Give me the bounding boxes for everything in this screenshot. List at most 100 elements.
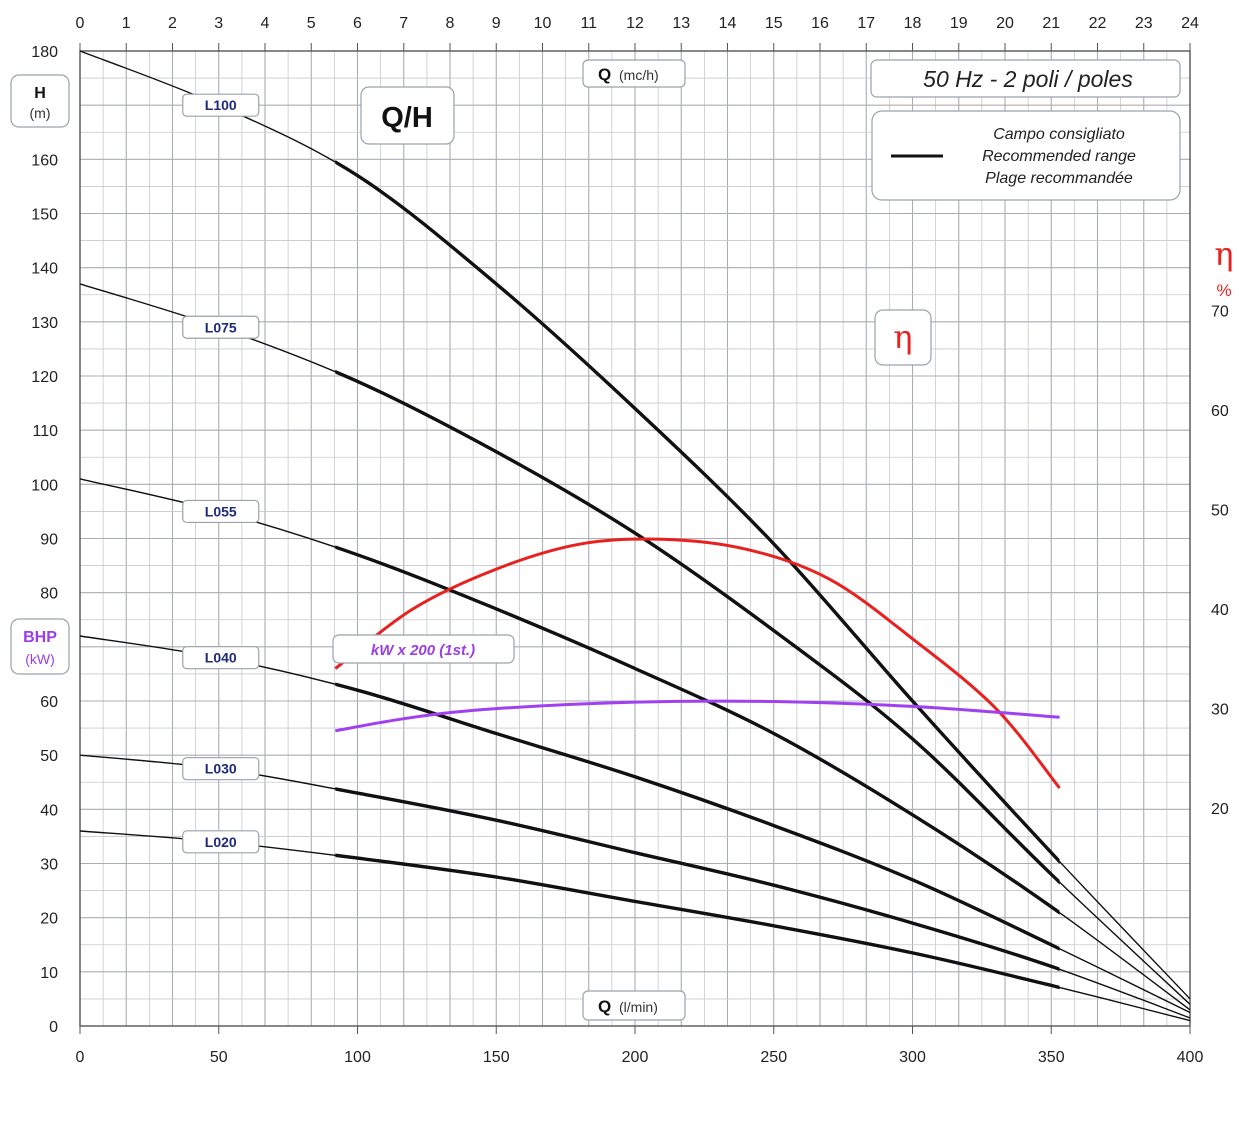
top-tick-label: 6 xyxy=(353,15,362,32)
curve-label-l100: L100 xyxy=(182,93,260,117)
bhp-axis-unit: (kW) xyxy=(25,651,55,667)
curve-labels: L100 L075 L055 L040 L030 L020 xyxy=(182,93,260,854)
bottom-tick-label: 0 xyxy=(76,1049,85,1066)
top-tick-label: 5 xyxy=(307,15,316,32)
curve-label-box xyxy=(182,646,260,670)
top-axis-label: Q xyxy=(598,65,611,84)
legend-line-2: Recommended range xyxy=(982,148,1136,165)
bottom-axis-label-box: Q (l/min) xyxy=(582,990,686,1021)
curve-label-l055: L055 xyxy=(182,499,260,524)
bottom-tick-label: 150 xyxy=(483,1049,510,1066)
right-tick-label: 60 xyxy=(1211,403,1229,420)
top-axis-unit: (mc/h) xyxy=(619,67,659,83)
legend-line-3: Plage recommandée xyxy=(985,170,1133,187)
chart-title-box: Q/H xyxy=(360,86,455,145)
left-tick-label: 80 xyxy=(40,586,58,603)
h-axis-unit: (m) xyxy=(30,105,51,121)
curve-label-text: L040 xyxy=(205,650,237,666)
curve-label-text: L020 xyxy=(205,834,237,850)
curve-l020-recommended xyxy=(335,853,1060,990)
curve-l040-recommended xyxy=(335,682,1060,951)
top-tick-label: 16 xyxy=(811,15,829,32)
top-tick-label: 2 xyxy=(168,15,177,32)
efficiency-curve-group xyxy=(334,537,1061,790)
top-tick-label: 9 xyxy=(492,15,501,32)
top-tick-label: 14 xyxy=(719,15,737,32)
bottom-tick-label: 200 xyxy=(622,1049,649,1066)
left-tick-label: 50 xyxy=(40,748,58,765)
curve-l100-recommended xyxy=(335,160,1060,865)
curve-label-box xyxy=(182,499,260,524)
top-tick-label: 20 xyxy=(996,15,1014,32)
curve-label-l075: L075 xyxy=(182,315,260,339)
curve-label-box xyxy=(182,93,260,117)
bottom-tick-label: 100 xyxy=(344,1049,371,1066)
curve-l030-recommended xyxy=(335,787,1060,972)
top-tick-label: 24 xyxy=(1181,15,1199,32)
bottom-tick-label: 400 xyxy=(1177,1049,1204,1066)
right-tick-label: 50 xyxy=(1211,502,1229,519)
left-tick-label: 20 xyxy=(40,911,58,928)
top-tick-label: 11 xyxy=(580,15,597,32)
left-tick-label: 120 xyxy=(31,369,58,386)
left-axis-tick-labels: 0102030405060708090100110120130140150160… xyxy=(31,44,58,1036)
top-tick-label: 23 xyxy=(1135,15,1153,32)
curve-label-box xyxy=(182,315,260,339)
top-tick-label: 21 xyxy=(1042,15,1060,32)
bhp-axis-label-box: BHP (kW) xyxy=(10,618,70,675)
curve-label-text: L100 xyxy=(205,97,237,113)
left-tick-label: 110 xyxy=(32,423,58,440)
eta-axis-unit: % xyxy=(1216,281,1231,300)
curve-label-text: L075 xyxy=(205,319,237,335)
right-axis-tick-labels: 20 30 40 50 60 70 xyxy=(1211,303,1229,818)
legend: Campo consigliato Recommended range Plag… xyxy=(871,110,1181,201)
eta-axis-label: η xyxy=(1214,235,1233,273)
bottom-tick-label: 350 xyxy=(1038,1049,1065,1066)
right-tick-label: 30 xyxy=(1211,701,1229,718)
top-tick-label: 10 xyxy=(534,15,552,32)
left-tick-label: 10 xyxy=(40,965,58,982)
curve-l055-recommended xyxy=(335,545,1060,915)
left-tick-label: 140 xyxy=(31,261,58,278)
curve-label-box xyxy=(182,830,260,854)
left-tick-label: 60 xyxy=(40,694,58,711)
chart-grid xyxy=(79,50,1191,1027)
right-tick-label: 70 xyxy=(1211,303,1229,320)
frequency-label-box: 50 Hz - 2 poli / poles xyxy=(870,59,1181,98)
efficiency-curve xyxy=(334,537,1061,790)
power-curve xyxy=(335,699,1060,733)
bhp-axis-label: BHP xyxy=(23,629,57,646)
bottom-axis-unit: (l/min) xyxy=(619,999,658,1015)
top-tick-label: 17 xyxy=(857,15,875,32)
bottom-axis-label: Q xyxy=(598,997,611,1016)
top-axis-label-box: Q (mc/h) xyxy=(582,59,686,88)
left-tick-label: 30 xyxy=(40,857,58,874)
h-axis-label-box: H (m) xyxy=(10,74,70,128)
power-curve-group xyxy=(335,699,1060,733)
left-tick-label: 130 xyxy=(31,315,58,332)
bottom-tick-label: 300 xyxy=(899,1049,926,1066)
left-tick-label: 150 xyxy=(31,207,58,224)
eta-badge: η xyxy=(893,318,912,356)
bottom-tick-label: 50 xyxy=(210,1049,228,1066)
left-tick-label: 90 xyxy=(40,532,58,549)
left-tick-label: 100 xyxy=(31,477,58,494)
left-tick-label: 0 xyxy=(49,1019,58,1036)
curve-label-text: L055 xyxy=(205,503,237,519)
frequency-label: 50 Hz - 2 poli / poles xyxy=(923,66,1133,92)
right-tick-label: 40 xyxy=(1211,602,1229,619)
top-tick-label: 15 xyxy=(765,15,783,32)
h-axis-label: H xyxy=(34,85,46,102)
top-tick-label: 0 xyxy=(76,15,85,32)
curve-label-l040: L040 xyxy=(182,646,260,670)
top-axis-tick-labels: 0 1 2 3 4 5 6 7 8 9 10 11 12 13 14 15 16 17 18 19 20 21 22 23 24 xyxy=(76,15,1199,51)
power-label: kW x 200 (1st.) xyxy=(371,642,475,659)
curve-label-l020: L020 xyxy=(182,830,260,854)
bottom-axis-tick-labels: 0 50 100 150 200 250 300 350 400 xyxy=(76,1026,1204,1066)
top-tick-label: 18 xyxy=(904,15,922,32)
top-tick-label: 1 xyxy=(122,15,131,32)
top-tick-label: 22 xyxy=(1089,15,1107,32)
chart-title: Q/H xyxy=(381,102,433,134)
top-tick-label: 4 xyxy=(261,15,270,32)
